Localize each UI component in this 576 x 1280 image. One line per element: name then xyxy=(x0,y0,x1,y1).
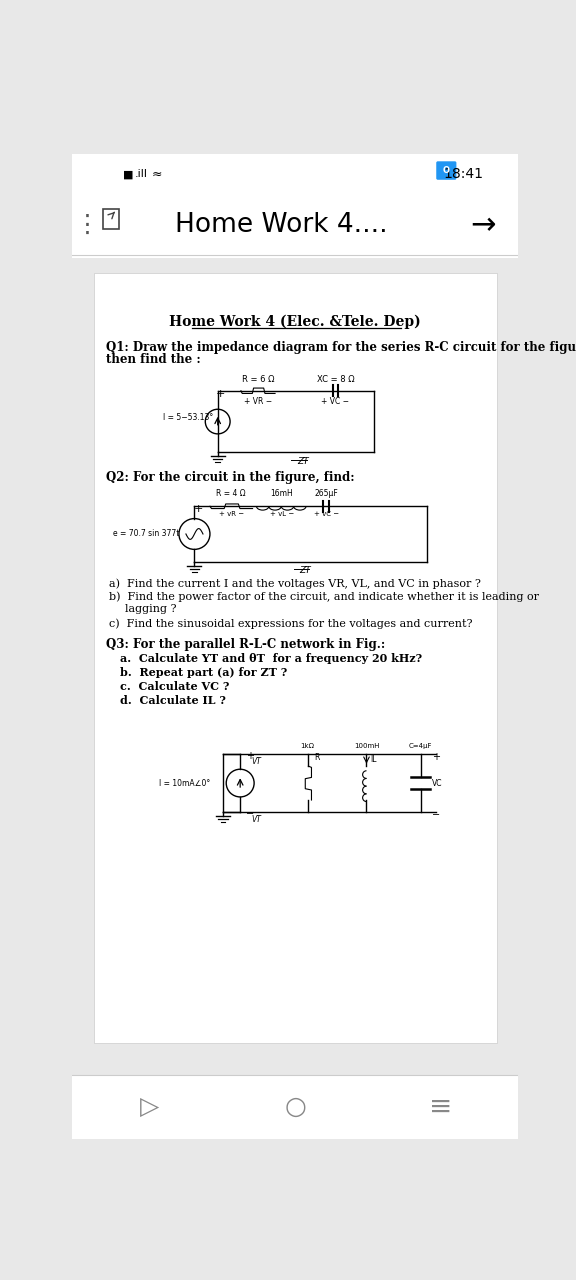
Text: d.  Calculate IL ?: d. Calculate IL ? xyxy=(120,695,226,705)
Text: C=4μF: C=4μF xyxy=(409,742,433,749)
Text: 100mH: 100mH xyxy=(354,742,379,749)
Text: R = 6 Ω: R = 6 Ω xyxy=(242,375,274,384)
Text: →: → xyxy=(470,211,495,239)
Text: 1kΩ: 1kΩ xyxy=(301,742,314,749)
Text: VT: VT xyxy=(251,756,261,765)
Text: + VC −: + VC − xyxy=(321,397,350,406)
Text: I = 5−53.13°: I = 5−53.13° xyxy=(163,413,213,422)
FancyBboxPatch shape xyxy=(72,196,518,257)
Text: 18:41: 18:41 xyxy=(444,168,483,182)
Text: a.  Calculate YT and θT  for a frequency 20 kHz?: a. Calculate YT and θT for a frequency 2… xyxy=(120,653,422,664)
Text: + vC −: + vC − xyxy=(314,511,339,517)
Text: lagging ?: lagging ? xyxy=(124,604,176,614)
FancyBboxPatch shape xyxy=(72,154,518,196)
Text: XC = 8 Ω: XC = 8 Ω xyxy=(317,375,354,384)
Text: ■: ■ xyxy=(123,169,133,179)
Text: a)  Find the current I and the voltages VR, VL, and VC in phasor ?: a) Find the current I and the voltages V… xyxy=(109,579,481,589)
Text: + VR −: + VR − xyxy=(244,397,272,406)
Text: +: + xyxy=(433,753,441,763)
Text: R = 4 Ω: R = 4 Ω xyxy=(217,489,246,498)
Text: e = 70.7 sin 377t: e = 70.7 sin 377t xyxy=(113,530,180,539)
Text: 16mH: 16mH xyxy=(270,489,293,498)
Text: .ill: .ill xyxy=(135,169,148,179)
Text: 265μF: 265μF xyxy=(314,489,339,498)
Text: Q3: For the parallel R-L-C network in Fig.:: Q3: For the parallel R-L-C network in Fi… xyxy=(106,639,385,652)
Text: IL: IL xyxy=(370,755,377,764)
Text: ZT: ZT xyxy=(299,567,310,576)
FancyBboxPatch shape xyxy=(94,273,497,1043)
Text: + vL −: + vL − xyxy=(270,511,294,517)
Text: + vR −: + vR − xyxy=(219,511,244,517)
Text: c)  Find the sinusoidal expressions for the voltages and current?: c) Find the sinusoidal expressions for t… xyxy=(109,618,473,628)
FancyBboxPatch shape xyxy=(103,209,119,229)
Text: VT: VT xyxy=(251,815,261,824)
Text: ZT: ZT xyxy=(297,457,308,466)
Text: Q1: Draw the impedance diagram for the series R-C circuit for the figure,: Q1: Draw the impedance diagram for the s… xyxy=(106,342,576,355)
Text: Home Work 4....: Home Work 4.... xyxy=(175,212,388,238)
Text: O: O xyxy=(443,166,450,175)
Text: I = 10mA∠0°: I = 10mA∠0° xyxy=(159,778,210,787)
Text: −: − xyxy=(247,809,255,819)
Text: then find the :: then find the : xyxy=(106,353,201,366)
Text: −: − xyxy=(433,810,441,820)
Text: +: + xyxy=(216,389,225,399)
Text: ⋮: ⋮ xyxy=(75,214,100,237)
Text: b)  Find the power factor of the circuit, and indicate whether it is leading or: b) Find the power factor of the circuit,… xyxy=(109,591,539,603)
Text: R: R xyxy=(314,754,320,763)
Text: VC: VC xyxy=(433,778,443,787)
Text: Home Work 4 (Elec. &Tele. Dep): Home Work 4 (Elec. &Tele. Dep) xyxy=(169,315,421,329)
Text: +: + xyxy=(247,751,255,760)
Text: b.  Repeat part (a) for ZT ?: b. Repeat part (a) for ZT ? xyxy=(120,667,287,678)
Text: ≈: ≈ xyxy=(152,168,162,180)
Text: Q2: For the circuit in the figure, find:: Q2: For the circuit in the figure, find: xyxy=(106,471,355,484)
Text: +: + xyxy=(194,503,203,513)
Text: ≡: ≡ xyxy=(429,1093,453,1121)
Text: ○: ○ xyxy=(285,1094,306,1119)
FancyBboxPatch shape xyxy=(72,1074,518,1139)
Text: c.  Calculate VC ?: c. Calculate VC ? xyxy=(120,681,229,692)
Text: ▷: ▷ xyxy=(140,1094,159,1119)
FancyBboxPatch shape xyxy=(436,161,456,179)
